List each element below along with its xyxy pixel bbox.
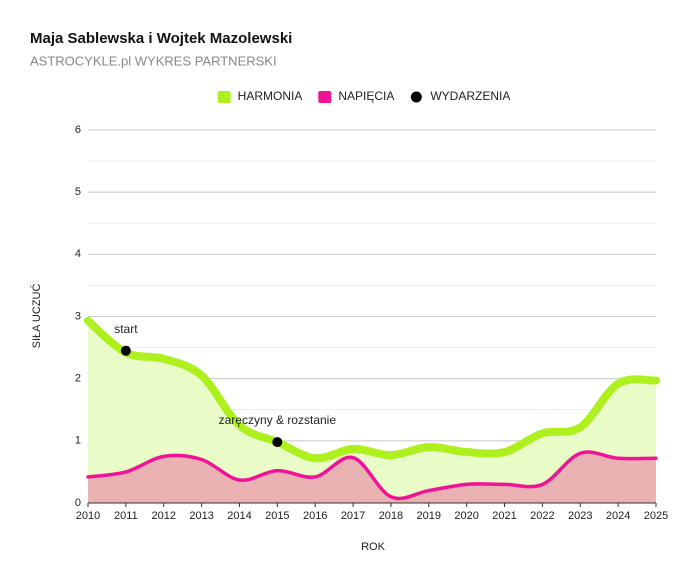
x-tick-label: 2020 (454, 510, 478, 522)
x-tick-label: 2025 (644, 510, 668, 522)
chart-title: Maja Sablewska i Wojtek Mazolewski (30, 30, 292, 47)
x-tick-label: 2010 (76, 510, 100, 522)
legend: HARMONIA NAPIĘCIA WYDARZENIA (217, 89, 510, 103)
event-label: zaręczyny & rozstanie (219, 413, 337, 427)
x-tick-label: 2012 (151, 510, 175, 522)
x-tick-label: 2016 (303, 510, 327, 522)
x-tick-label: 2021 (492, 510, 516, 522)
y-tick-label: 0 (75, 497, 81, 509)
y-tick-label: 1 (75, 435, 81, 447)
chart-subtitle: ASTROCYKLE.pl WYKRES PARTNERSKI (30, 53, 277, 68)
x-tick-label: 2015 (265, 510, 289, 522)
x-tick-label: 2013 (189, 510, 213, 522)
event-label: start (114, 322, 138, 336)
x-tick-label: 2018 (379, 510, 403, 522)
legend-label: HARMONIA (238, 89, 303, 103)
legend-marker (318, 91, 332, 103)
x-tick-label: 2019 (417, 510, 441, 522)
x-axis-label: ROK (361, 541, 386, 553)
series-line (86, 450, 658, 501)
x-tick-label: 2023 (568, 510, 592, 522)
y-tick-label: 3 (75, 310, 81, 322)
series-line (84, 316, 660, 463)
x-tick-label: 2024 (606, 510, 630, 522)
y-tick-label: 6 (75, 124, 81, 136)
y-axis-label: SIŁA UCZUĆ (30, 284, 43, 349)
y-tick-label: 2 (75, 373, 81, 385)
legend-marker (410, 91, 422, 103)
legend-label: WYDARZENIA (430, 89, 510, 103)
x-tick-label: 2014 (227, 510, 251, 522)
legend-marker (217, 91, 231, 103)
x-tick-label: 2022 (530, 510, 554, 522)
series-area (88, 320, 656, 503)
x-tick-label: 2017 (341, 510, 365, 522)
x-tick-label: 2011 (114, 510, 138, 522)
y-tick-label: 4 (75, 248, 81, 260)
y-tick-label: 5 (75, 186, 81, 198)
legend-label: NAPIĘCIA (338, 89, 394, 103)
event-point (120, 345, 131, 356)
event-point (272, 437, 283, 448)
